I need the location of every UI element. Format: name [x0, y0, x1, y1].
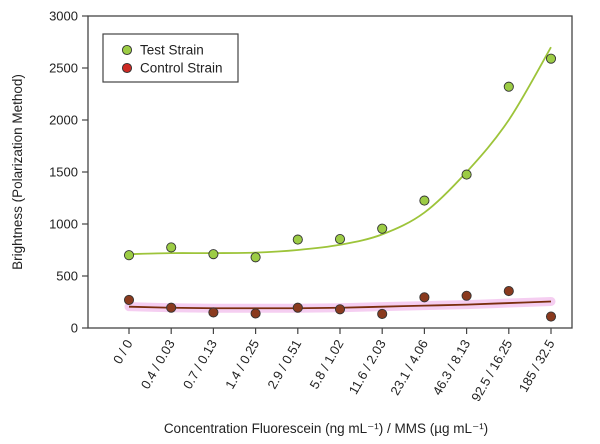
y-tick-label: 1500 [49, 165, 78, 180]
x-axis: 0 / 0 0.4 / 0.03 0.7 / 0.13 1.4 / 0.25 2.9 /… [110, 328, 558, 404]
legend-marker [121, 62, 133, 74]
legend-box [102, 33, 239, 83]
test-strain-point [334, 234, 346, 245]
legend-label: Control Strain [140, 61, 223, 76]
test-strain-point [503, 81, 514, 92]
control-strain-point [419, 292, 430, 303]
test-strain-point [461, 169, 472, 180]
x-tick-label: 0.4 / 0.03 [138, 337, 178, 391]
test-strain-point [250, 252, 261, 263]
legend-label: Test Strain [140, 43, 204, 58]
y-tick-label: 0 [71, 321, 78, 336]
control-strain-point [461, 290, 472, 301]
control-strain-point [545, 311, 557, 322]
y-tick-label: 2000 [49, 113, 78, 128]
test-strain-point [166, 242, 177, 253]
x-tick-label: 1.4 / 0.25 [222, 337, 262, 391]
legend: Test Strain Control Strain [102, 33, 239, 83]
test-strain-point [419, 195, 430, 206]
test-strain-point [377, 223, 388, 234]
control-strain-point [123, 294, 135, 305]
test-strain-point [292, 234, 303, 245]
y-tick-label: 1000 [49, 217, 78, 232]
control-strain-point [334, 304, 346, 315]
x-tick-label: 5.8 / 1.02 [306, 337, 346, 391]
control-strain-point [377, 308, 388, 320]
y-tick-label: 3000 [49, 9, 78, 24]
x-tick-label: 23.1 / 4.06 [387, 337, 431, 398]
test-strain-trend-line [128, 46, 552, 256]
x-tick-label: 11.6 / 2.03 [346, 337, 389, 397]
test-strain-point [123, 250, 135, 261]
control-strain-point [208, 307, 219, 318]
y-tick-label: 500 [56, 269, 78, 284]
legend-marker [121, 44, 133, 56]
control-strain-point [292, 302, 303, 313]
test-strain-point [545, 53, 557, 64]
x-tick-label: 185 / 32.5 [516, 337, 558, 395]
control-strain-point [166, 302, 177, 313]
data-points [123, 53, 557, 322]
x-tick-label: 2.9 / 0.51 [264, 337, 304, 391]
x-tick-label: 92.5 / 16.25 [468, 337, 515, 404]
control-strain-point [503, 286, 514, 297]
x-axis-title: Concentration Fluorescein (ng mL⁻¹) / MM… [164, 421, 488, 436]
y-axis: 0 500 1000 1500 2000 2500 3000 [49, 9, 88, 336]
test-strain-point [208, 249, 219, 260]
x-tick-label: 0.7 / 0.13 [180, 337, 220, 391]
control-strain-point [250, 308, 261, 319]
x-tick-label: 46.3 / 8.13 [429, 337, 473, 398]
x-tick-label: 0 / 0 [110, 337, 136, 366]
y-tick-label: 2500 [49, 61, 78, 76]
y-axis-title: Brightness (Polarization Method) [10, 74, 25, 270]
